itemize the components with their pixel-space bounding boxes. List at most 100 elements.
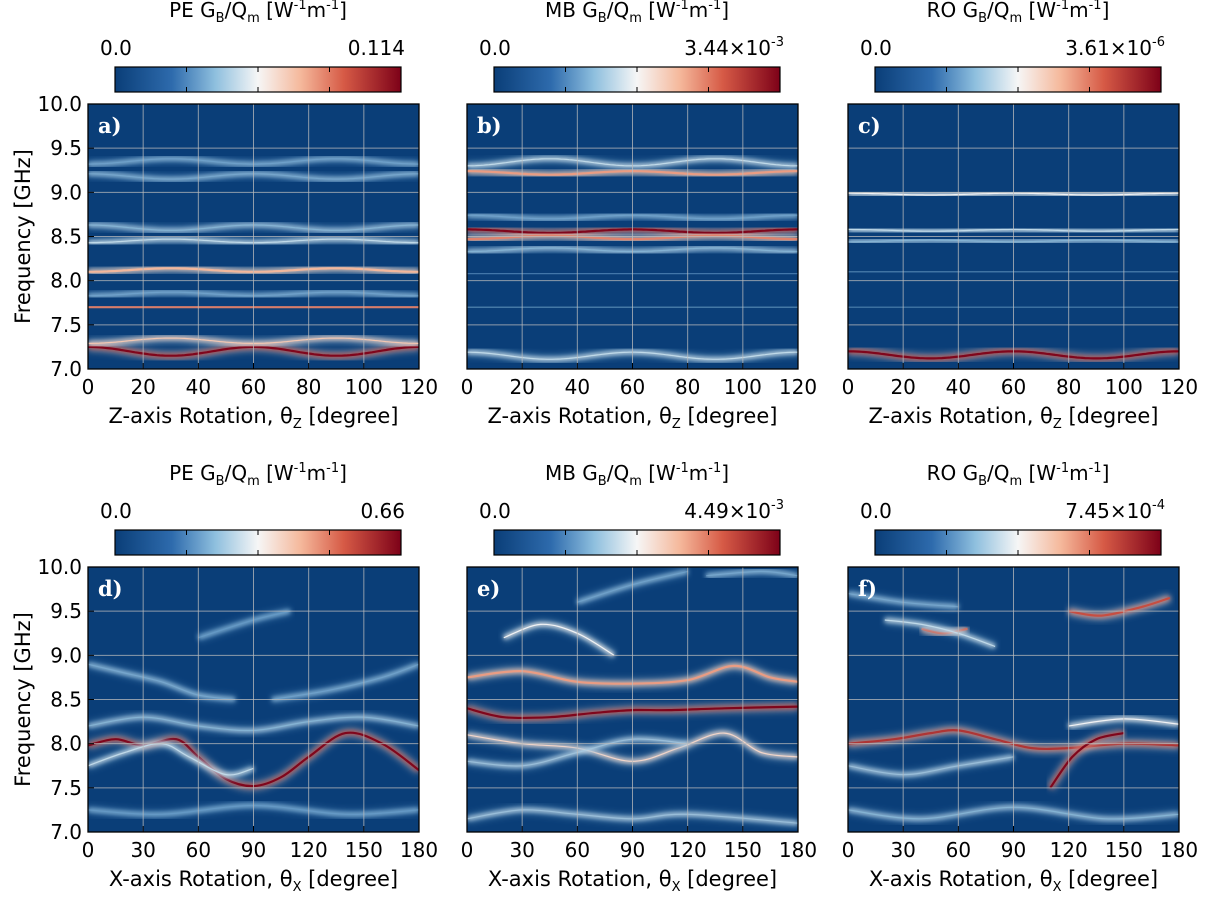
colorbar: RO GB/Qm [W-1m-1]0.0 7.45×10-4 <box>860 461 1165 556</box>
colorbar-unit-mid: m <box>1069 461 1088 485</box>
colorbar-ratio-sub: m <box>1010 11 1023 26</box>
colorbar-quantity-sub: B <box>598 474 607 489</box>
panel-letter: c) <box>858 113 881 138</box>
colorbar-max-label: 0.114 <box>348 36 405 60</box>
x-tick-label: 40 <box>946 375 971 399</box>
x-tick-label: 90 <box>620 838 645 862</box>
mode-curve-core <box>1068 596 1171 617</box>
colorbar-unit-exp: -1 <box>326 461 339 476</box>
x-tick-label: 0 <box>82 375 95 399</box>
colorbar-min-label: 0.0 <box>479 36 511 60</box>
colorbar-max-exponent: -6 <box>1152 35 1165 50</box>
y-axis-label: Frequency [GHz] <box>11 149 35 324</box>
colorbar-min-label: 0.0 <box>100 36 132 60</box>
colorbar-title: PE GB/Qm [W-1m-1] <box>169 0 347 26</box>
colorbar-max-exponent: -4 <box>1152 498 1165 513</box>
colorbar-unit-exp: -1 <box>1056 0 1069 13</box>
x-axis-label-unit: [degree] <box>302 404 399 428</box>
colorbar-max-label: 3.61×10-6 <box>1065 35 1165 60</box>
x-tick-label: 30 <box>509 838 534 862</box>
colorbar-unit-mid: m <box>689 0 708 22</box>
colorbar: RO GB/Qm [W-1m-1]0.0 3.61×10-6 <box>860 0 1165 93</box>
x-tick-label: 0 <box>461 375 474 399</box>
colorbar-ratio: /Q <box>607 461 629 485</box>
x-tick-label: 120 <box>290 838 328 862</box>
y-tick-label: 8.5 <box>50 225 82 249</box>
colorbar-unit-mid: m <box>689 461 708 485</box>
x-tick-label: 120 <box>1050 838 1088 862</box>
x-tick-label: 20 <box>130 375 155 399</box>
panel-f: RO GB/Qm [W-1m-1]0.0 7.45×10-40 30 60 90 120 1… <box>842 461 1198 895</box>
colorbar-max-mantissa: 4.49×10 <box>684 499 771 523</box>
panel-b: MB GB/Qm [W-1m-1]0.0 3.44×10-30 20 40 60 80 10… <box>461 0 817 432</box>
mode-curve-core <box>848 756 1014 776</box>
x-axis-label-sub: X <box>293 880 302 895</box>
panel-letter: e) <box>477 576 500 601</box>
x-axis-label-text: X-axis Rotation, θ <box>869 867 1053 891</box>
x-tick-label: 180 <box>400 838 438 862</box>
colorbar: MB GB/Qm [W-1m-1]0.0 4.49×10-3 <box>479 461 784 556</box>
panel-d: PE GB/Qm [W-1m-1]0.0 0.660 30 60 90 120 150 180… <box>11 461 438 895</box>
x-tick-label: 0 <box>82 838 95 862</box>
colorbar-unit-exp: -1 <box>1089 0 1102 13</box>
colorbar-min-label: 0.0 <box>479 499 511 523</box>
x-axis-label-unit: [degree] <box>301 867 398 891</box>
x-tick-label: 120 <box>669 838 707 862</box>
colorbar-title: MB GB/Qm [W-1m-1] <box>545 461 729 489</box>
colorbar: PE GB/Qm [W-1m-1] 0.0 0.114 <box>100 0 405 93</box>
y-tick-label: 8.0 <box>50 269 82 293</box>
x-axis-label-sub: Z <box>293 417 302 432</box>
mode-curve-core <box>848 729 1179 751</box>
colorbar-title: MB GB/Qm [W-1m-1] <box>545 0 729 26</box>
colorbar-ratio: /Q <box>225 0 247 22</box>
colorbar-ratio-sub: m <box>629 474 642 489</box>
colorbar-unit-post: ] <box>721 0 729 22</box>
colorbar-quantity-sub: B <box>216 11 225 26</box>
colorbar-max-mantissa: 0.66 <box>360 499 405 523</box>
mode-curve-core <box>88 743 254 776</box>
colorbar-material: RO <box>927 0 963 22</box>
colorbar-material: RO <box>927 461 963 485</box>
mode-curve-core <box>1049 732 1125 789</box>
x-tick-label: 80 <box>1056 375 1081 399</box>
x-tick-label: 0 <box>842 838 855 862</box>
mode-curve-core <box>271 663 419 701</box>
x-tick-label: 180 <box>1160 838 1198 862</box>
x-axis-label: X-axis Rotation, θX [degree] <box>109 867 398 895</box>
x-tick-label: 120 <box>400 375 438 399</box>
x-axis-label-unit: [degree] <box>1061 867 1158 891</box>
colorbar-unit: [W <box>642 0 676 22</box>
x-axis-label: X-axis Rotation, θX [degree] <box>488 867 777 895</box>
colorbar-quantity: G <box>200 461 216 485</box>
y-axis-label: Frequency [GHz] <box>11 612 35 787</box>
x-tick-label: 60 <box>620 375 645 399</box>
x-tick-label: 30 <box>130 838 155 862</box>
x-axis-label-sub: X <box>672 880 681 895</box>
x-axis-label-sub: Z <box>1053 417 1062 432</box>
colorbar-quantity-sub: B <box>978 474 987 489</box>
mode-curve-core <box>503 623 615 656</box>
x-axis-label-text: X-axis Rotation, θ <box>109 867 293 891</box>
colorbar-material: MB <box>545 0 582 22</box>
colorbar-title: RO GB/Qm [W-1m-1] <box>927 461 1110 489</box>
colorbar-ratio: /Q <box>607 0 629 22</box>
colorbar-quantity: G <box>963 461 979 485</box>
y-tick-label: 9.0 <box>50 180 82 204</box>
x-axis-label-text: Z-axis Rotation, θ <box>869 404 1053 428</box>
y-tick-label: 10.0 <box>37 92 82 116</box>
x-tick-label: 0 <box>461 838 474 862</box>
colorbar: MB GB/Qm [W-1m-1]0.0 3.44×10-3 <box>479 0 784 93</box>
colorbar-unit-exp: -1 <box>294 461 307 476</box>
colorbar-unit-exp: -1 <box>708 461 721 476</box>
panel-letter: b) <box>477 113 502 138</box>
colorbar-unit: [W <box>642 461 676 485</box>
colorbar-unit-post: ] <box>339 461 347 485</box>
x-tick-label: 120 <box>1160 375 1198 399</box>
x-tick-label: 180 <box>779 838 817 862</box>
colorbar-quantity-sub: B <box>978 11 987 26</box>
colorbar-min-label: 0.0 <box>860 36 892 60</box>
y-tick-label: 7.0 <box>50 820 82 844</box>
x-tick-label: 150 <box>345 838 383 862</box>
colorbar-unit-post: ] <box>1102 0 1110 22</box>
